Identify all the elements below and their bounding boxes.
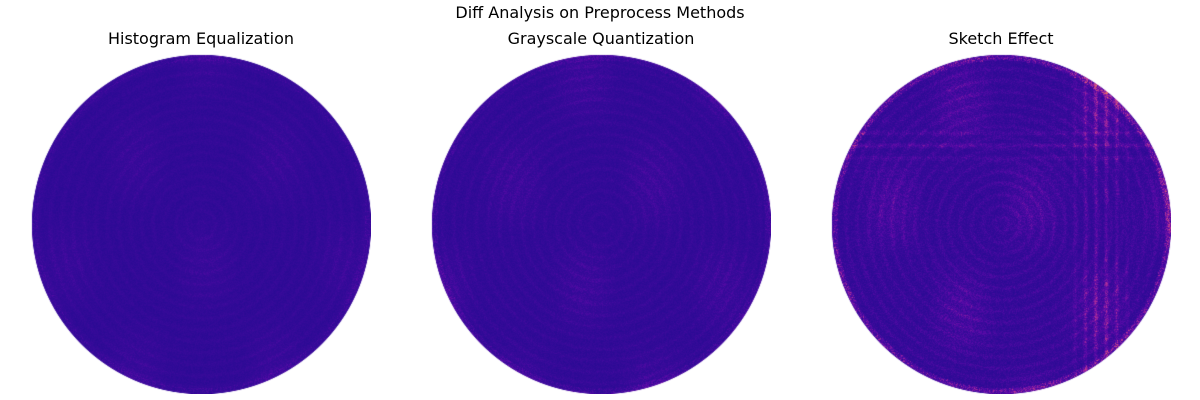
- panel-title: Histogram Equalization: [107, 29, 295, 48]
- panel-histogram-equalization: Histogram Equalization: [31, 0, 371, 400]
- diff-heatmap-disk: [831, 54, 1171, 394]
- panel-title: Sketch Effect: [948, 29, 1054, 48]
- panel-sketch-effect: Sketch Effect: [831, 0, 1171, 400]
- diff-heatmap-disk: [431, 54, 771, 394]
- panel-grayscale-quantization: Grayscale Quantization: [431, 0, 771, 400]
- diff-heatmap-disk: [31, 54, 371, 394]
- panel-title: Grayscale Quantization: [507, 29, 695, 48]
- figure-title: Diff Analysis on Preprocess Methods: [455, 3, 745, 22]
